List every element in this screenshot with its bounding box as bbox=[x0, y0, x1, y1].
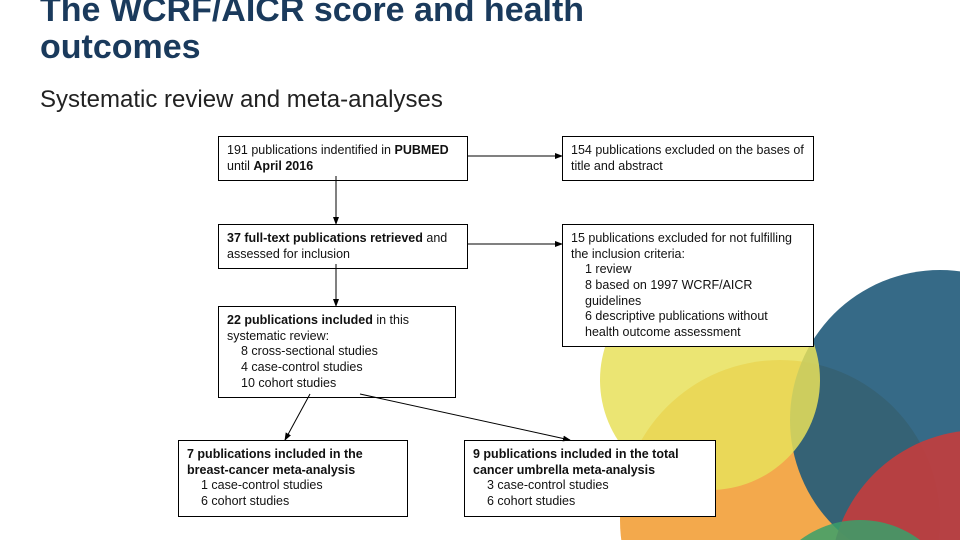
flow-box-breast-meta: 7 publications included in the breast-ca… bbox=[178, 440, 408, 517]
flow-box-umbrella-meta: 9 publications included in the total can… bbox=[464, 440, 716, 517]
page-subtitle: Systematic review and meta-analyses bbox=[40, 86, 443, 114]
flow-box-included-review: 22 publications included in this systema… bbox=[218, 306, 456, 398]
source-pubmed: PUBMED bbox=[394, 143, 448, 157]
page-title: The WCRF/AICR score and health outcomes bbox=[40, 0, 740, 67]
flow-box-excluded-title: 154 publications excluded on the bases o… bbox=[562, 136, 814, 181]
flow-box-identified: 191 publications indentified in PUBMED u… bbox=[218, 136, 468, 181]
flow-box-excluded-criteria: 15 publications excluded for not fulfill… bbox=[562, 224, 814, 347]
flow-box-retrieved: 37 full-text publications retrieved and … bbox=[218, 224, 468, 269]
count: 191 bbox=[227, 143, 248, 157]
